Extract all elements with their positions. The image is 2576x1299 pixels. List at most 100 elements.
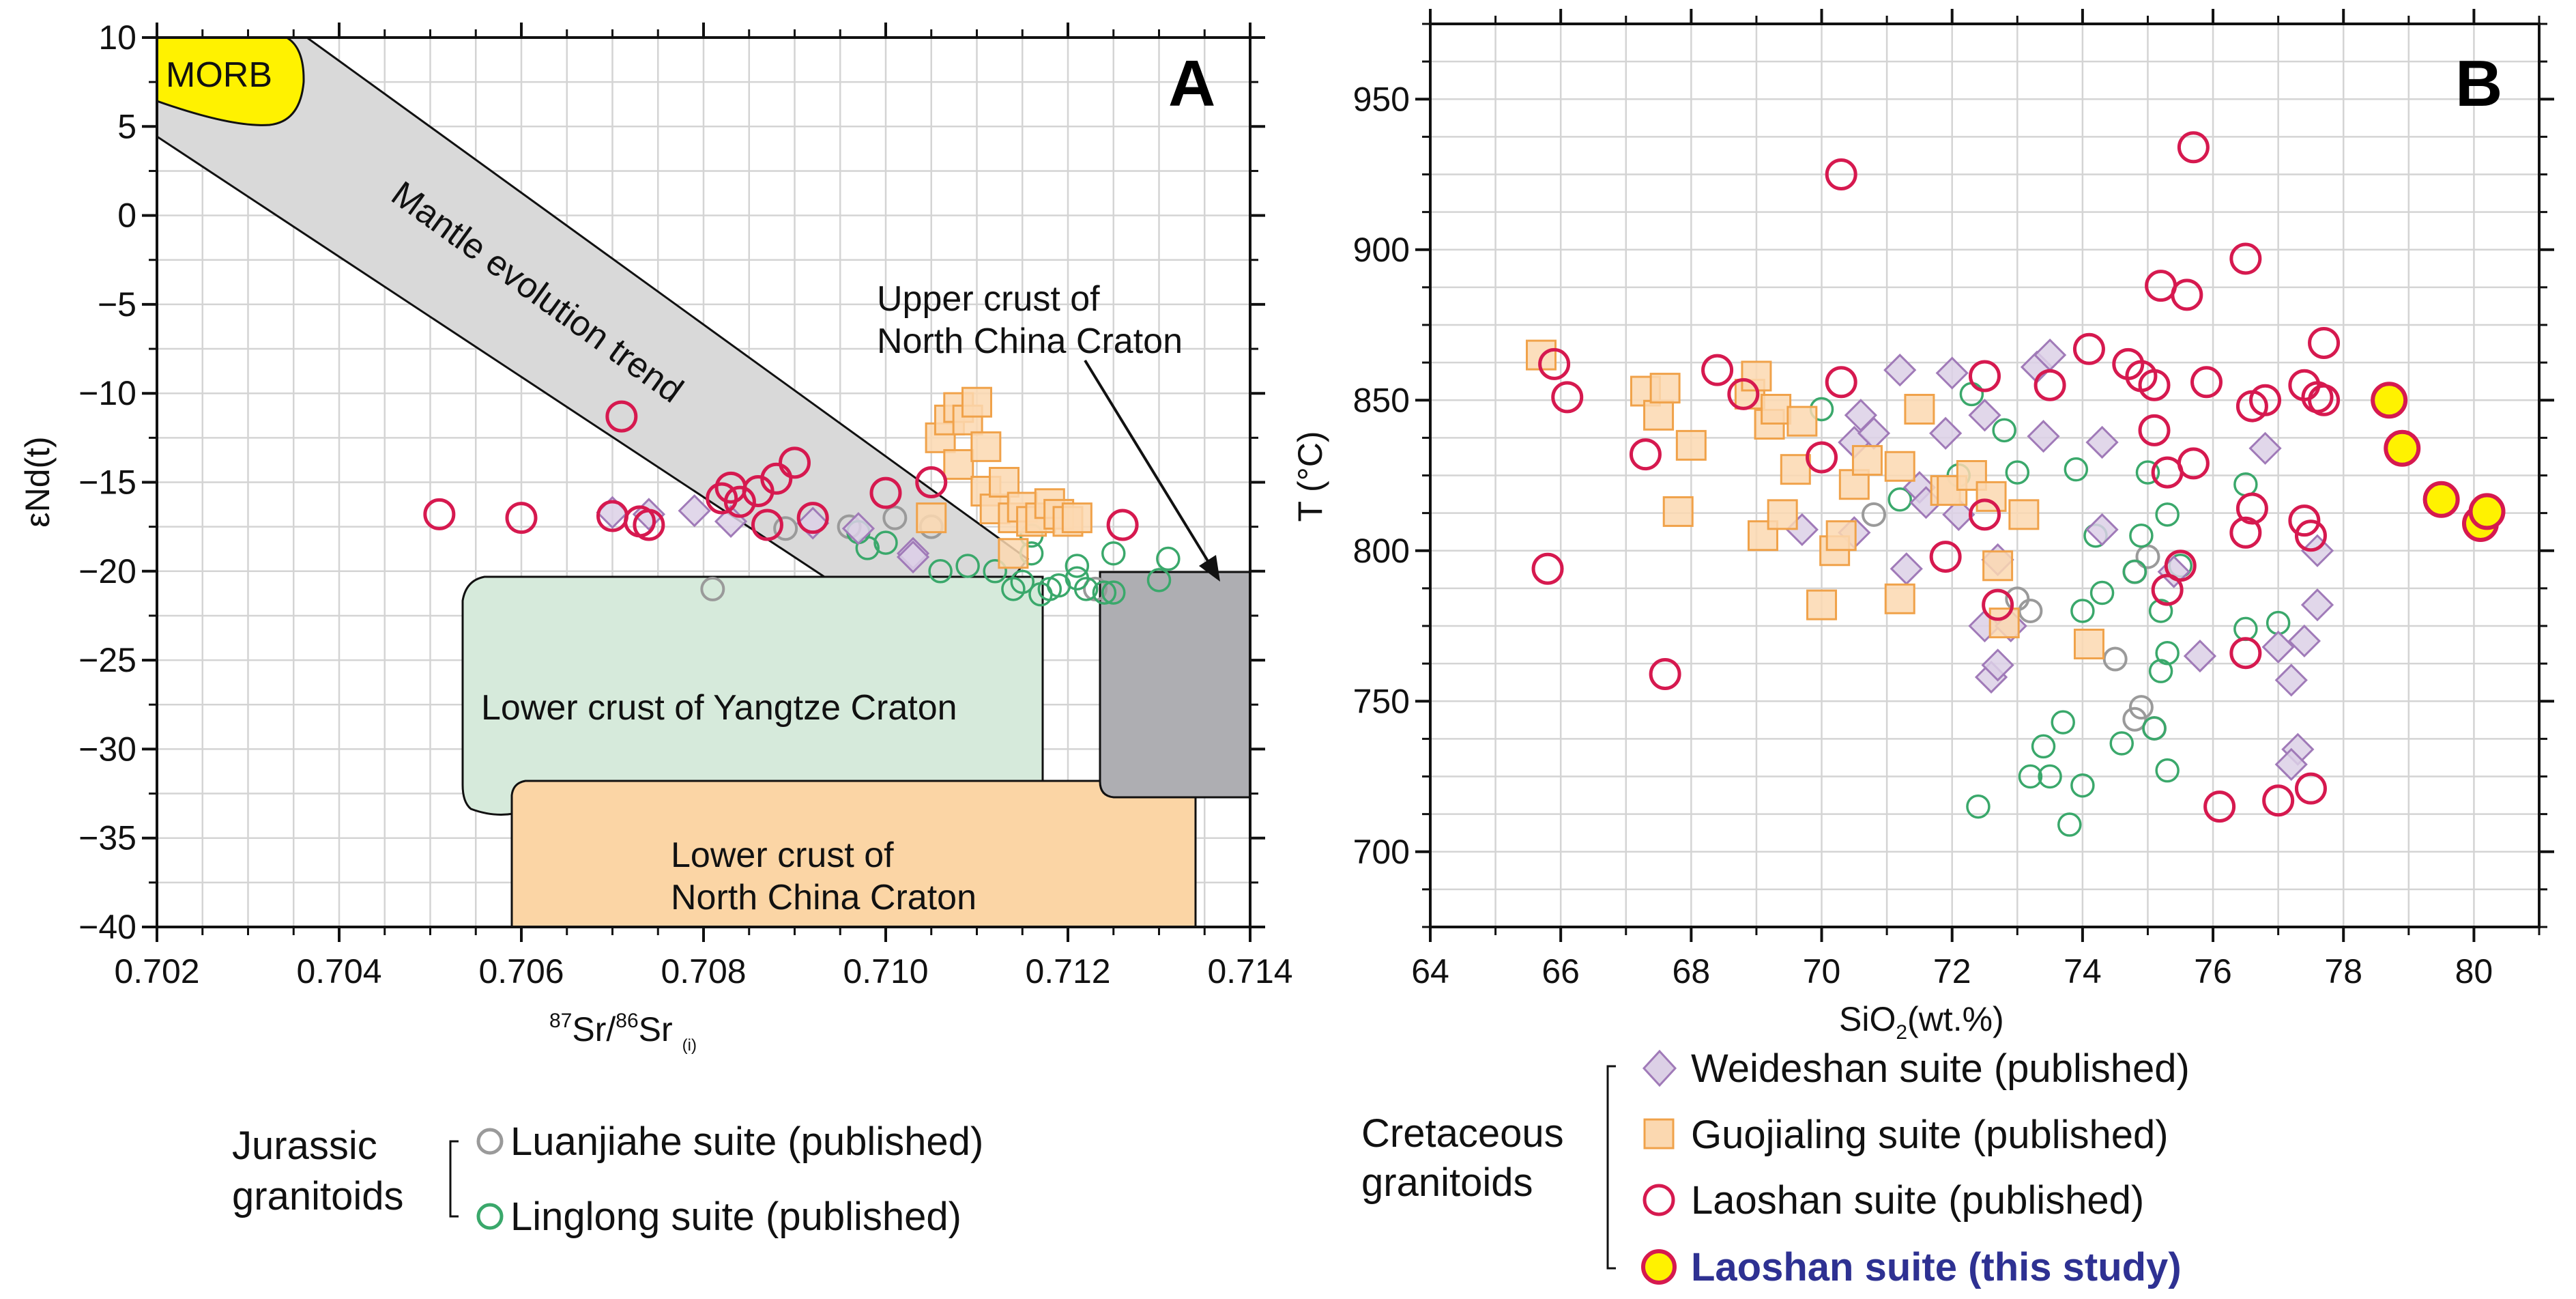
data-point: [1092, 580, 1117, 605]
nc-lower-label-line2: North China Craton: [671, 878, 976, 917]
panel-b: 64 66 68 70 72 74 76 78 80 700 750 800 850 900 950 B T…: [1291, 9, 2554, 1044]
data-point: [2005, 460, 2030, 485]
data-point: [2102, 646, 2128, 672]
data-point: [1969, 360, 2001, 392]
legend-laoshan-this-study-marker: [1641, 1249, 1677, 1285]
data-point: [983, 559, 1007, 584]
series-linglong-suite-published: [1809, 382, 2291, 837]
data-point: [1727, 377, 1760, 410]
legend-jurassic-bracket: [449, 1140, 459, 1218]
data-point: [2142, 716, 2167, 741]
x-tick-label: 80: [2455, 952, 2493, 990]
data-point: [1968, 399, 2001, 432]
data-point: [1825, 366, 1857, 399]
data-point: [1643, 399, 1675, 431]
data-point: [1982, 588, 2014, 621]
data-point: [2262, 784, 2295, 817]
legend-jurassic-group-line2: granitoids: [232, 1174, 403, 1218]
series-laoshan-suite-this-study: [2371, 382, 2506, 543]
north-china-upper-crust-field: [1099, 571, 1250, 799]
data-point: [2148, 599, 2173, 623]
data-point: [2183, 639, 2217, 673]
legend-jurassic-group-line1: Jurassic: [232, 1124, 377, 1168]
data-point: [2008, 499, 2040, 530]
y-tick-label: 0: [117, 197, 136, 235]
data-point: [855, 536, 880, 560]
data-point: [2384, 429, 2421, 467]
data-point: [2138, 414, 2171, 446]
data-point: [928, 559, 953, 584]
data-point: [760, 462, 793, 495]
legend-cretaceous-group-line2: granitoids: [1361, 1160, 1533, 1205]
y-tick-label: −20: [78, 552, 136, 590]
legend-weideshan-label: Weideshan suite (published): [1691, 1046, 2190, 1091]
panel-a: MORB Mantle evolution trend Lower crust …: [18, 18, 1293, 1055]
data-point: [1649, 373, 1681, 404]
data-point: [423, 498, 456, 530]
data-point: [2248, 431, 2282, 465]
data-point: [1629, 438, 1662, 471]
panel-b-letter: B: [2455, 47, 2502, 120]
data-point: [2135, 460, 2160, 485]
data-point: [505, 502, 538, 534]
data-point: [751, 509, 783, 541]
data-point: [2261, 630, 2295, 663]
data-point: [1982, 550, 2014, 582]
x-tick-label: 66: [1542, 952, 1580, 990]
data-point: [1884, 451, 1915, 482]
data-point: [970, 431, 1002, 462]
data-point: [2155, 502, 2180, 527]
data-point: [2177, 447, 2210, 480]
data-point: [882, 505, 908, 530]
legend-laoshan-this-study-label: Laoshan suite (this study): [1691, 1245, 2182, 1289]
data-point: [2371, 382, 2408, 419]
data-point: [2155, 758, 2180, 783]
data-point: [2085, 513, 2119, 547]
data-point: [773, 516, 798, 541]
x-tick-label: 64: [1411, 952, 1449, 990]
legend-cretaceous-bracket: [1606, 1065, 1616, 1270]
data-point: [2249, 384, 2282, 416]
legend-cretaceous-group-line1: Cretaceous: [1361, 1111, 1564, 1156]
data-point: [2038, 764, 2062, 789]
data-point: [2274, 747, 2308, 781]
data-point: [2171, 279, 2203, 311]
data-point: [1101, 541, 1126, 566]
data-point: [2129, 523, 2154, 548]
x-tick-label: 0.712: [1025, 952, 1110, 990]
data-point: [2288, 504, 2321, 537]
data-point: [916, 502, 947, 534]
x-tick-label: 0.704: [296, 952, 381, 990]
x-tick-label: 0.702: [114, 952, 199, 990]
panel-a-y-axis-title: εNd(t): [18, 436, 57, 527]
data-point: [1106, 509, 1139, 541]
x-tick-label: 68: [1673, 952, 1711, 990]
data-point: [1942, 498, 1976, 531]
data-point: [2229, 242, 2262, 275]
y-tick-label: 850: [1353, 381, 1410, 419]
legend-cretaceous: Cretaceous granitoids Weideshan suite (p…: [1361, 1046, 2190, 1289]
y-tick-label: −10: [78, 374, 136, 412]
data-point: [2233, 616, 2258, 642]
x-tick-label: 70: [1803, 952, 1841, 990]
data-point: [700, 576, 725, 601]
data-point: [1969, 498, 2001, 531]
data-point: [1959, 382, 1984, 407]
legend-linglong-label: Linglong suite (published): [510, 1195, 961, 1239]
x-tick-label: 78: [2324, 952, 2362, 990]
legend-linglong-marker: [476, 1203, 504, 1230]
data-point: [1531, 552, 1564, 585]
x-tick-label: 74: [2064, 952, 2102, 990]
data-point: [1786, 405, 1818, 437]
y-tick-label: 10: [98, 18, 136, 57]
data-point: [1988, 608, 2020, 639]
yangtze-lower-crust-field: [461, 575, 1044, 816]
data-point: [1981, 648, 2014, 682]
nc-upper-label-line1: Upper crust of: [877, 279, 1100, 319]
y-tick-label: −35: [78, 819, 136, 857]
data-point: [1806, 441, 1838, 474]
morb-field: [157, 38, 305, 126]
data-point: [2229, 637, 2262, 670]
data-point: [896, 540, 930, 574]
data-point: [2229, 516, 2262, 549]
